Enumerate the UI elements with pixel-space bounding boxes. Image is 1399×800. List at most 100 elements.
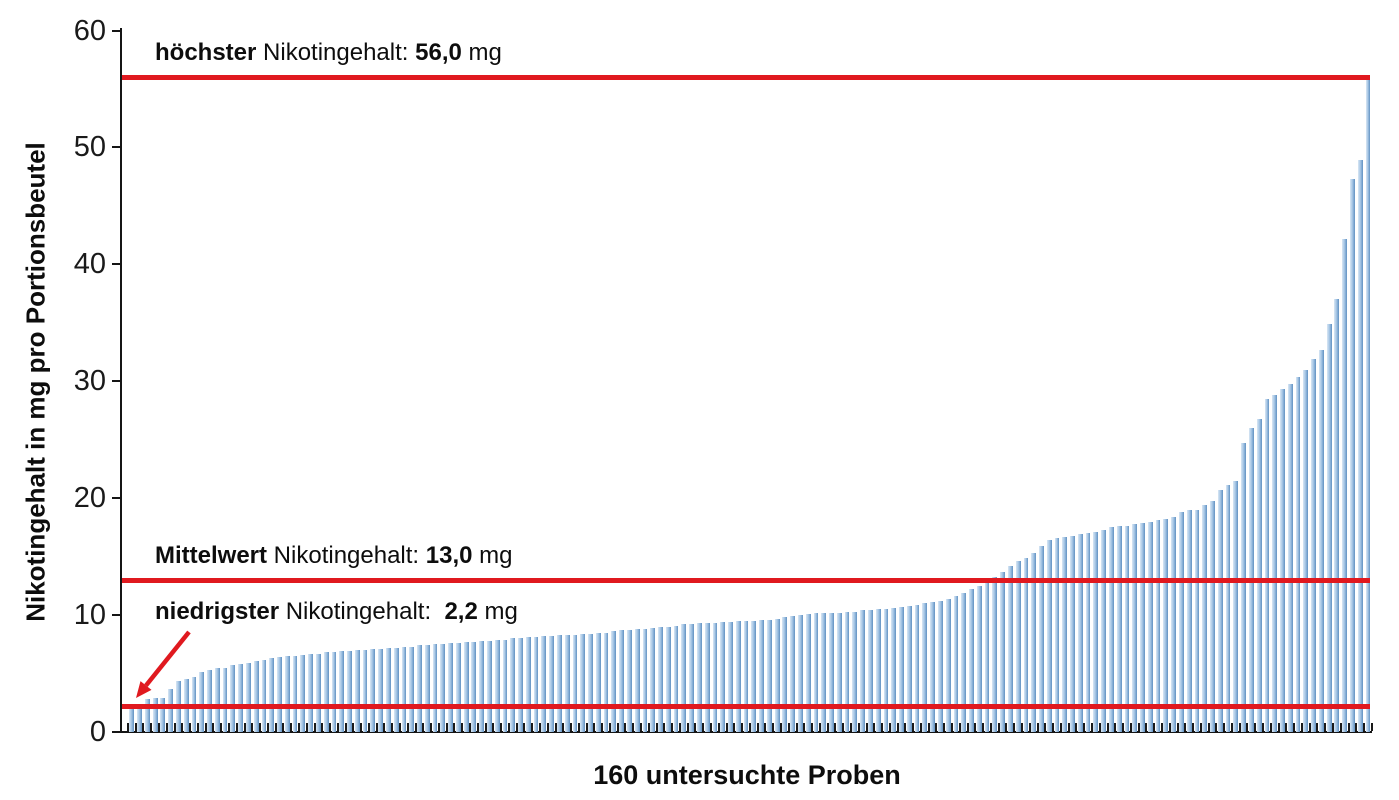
sample-bar <box>487 640 492 732</box>
sample-bar <box>432 644 438 732</box>
x-tick-mark <box>927 723 930 731</box>
sample-bar <box>953 596 959 732</box>
x-tick-mark <box>896 723 899 731</box>
x-tick-mark <box>1370 723 1373 731</box>
x-tick-mark <box>935 723 938 731</box>
x-tick-mark <box>134 723 137 731</box>
sample-bar <box>347 651 352 732</box>
sample-bar <box>759 619 764 732</box>
sample-bar <box>611 631 617 732</box>
min-annotation: niedrigster Nikotingehalt: 2,2 mg <box>155 597 518 627</box>
sample-bar <box>868 610 873 732</box>
sample-bar <box>852 611 858 732</box>
y-tick-mark <box>112 29 121 32</box>
x-tick-mark <box>484 723 487 731</box>
x-tick-mark <box>546 723 549 731</box>
x-tick-mark <box>1083 723 1086 731</box>
x-tick-mark <box>1114 723 1117 731</box>
sample-bar <box>860 610 866 732</box>
min-annotation-keyword: niedrigster <box>155 598 280 625</box>
x-tick-mark <box>779 723 782 731</box>
x-tick-mark <box>344 723 347 731</box>
x-tick-mark <box>881 723 884 731</box>
sample-bar <box>658 626 663 732</box>
sample-bar <box>1241 443 1246 732</box>
sample-bar <box>1350 178 1355 732</box>
sample-bar <box>1015 561 1021 732</box>
sample-bar <box>214 667 220 732</box>
x-tick-mark <box>663 723 666 731</box>
min-arrow-head <box>136 681 152 698</box>
sample-bar <box>1140 522 1145 732</box>
x-tick-mark <box>1160 723 1163 731</box>
sample-bar <box>494 639 500 732</box>
x-tick-mark <box>290 723 293 731</box>
sample-bar <box>922 603 928 732</box>
x-tick-mark <box>997 723 1000 731</box>
x-tick-mark <box>1122 723 1125 731</box>
x-tick-mark <box>1067 723 1070 731</box>
x-tick-mark <box>1052 723 1055 731</box>
sample-bar <box>945 598 951 732</box>
x-tick-mark <box>507 723 510 731</box>
sample-bar <box>168 688 174 732</box>
sample-bar <box>743 620 749 732</box>
x-tick-mark <box>414 723 417 731</box>
sample-bar <box>829 612 834 732</box>
sample-bar <box>836 612 842 732</box>
x-tick-mark <box>686 723 689 731</box>
x-tick-mark <box>399 723 402 731</box>
sample-bar <box>510 638 516 732</box>
x-tick-mark <box>951 723 954 731</box>
max-annotation-text: Nikotingehalt: <box>256 39 416 67</box>
sample-bar <box>448 643 453 732</box>
x-tick-mark <box>142 723 145 731</box>
sample-bar <box>339 651 345 732</box>
x-tick-mark <box>235 723 238 731</box>
x-tick-mark <box>865 723 868 731</box>
y-tick-label: 40 <box>73 248 106 281</box>
x-tick-mark <box>453 723 456 731</box>
sample-bar <box>253 660 259 732</box>
y-tick-mark <box>112 380 121 383</box>
sample-bar <box>899 606 904 732</box>
y-tick-mark <box>112 263 121 266</box>
sample-bar <box>1326 323 1332 732</box>
sample-bar <box>1171 516 1177 732</box>
sample-bar <box>160 698 166 732</box>
x-tick-mark <box>1013 723 1016 731</box>
x-tick-mark <box>492 723 495 731</box>
sample-bar <box>1233 480 1239 732</box>
x-tick-mark <box>321 723 324 731</box>
x-tick-mark <box>787 723 790 731</box>
x-tick-mark <box>1363 723 1366 731</box>
x-tick-mark <box>165 723 168 731</box>
x-tick-mark <box>989 723 992 731</box>
x-tick-mark <box>150 723 153 731</box>
sample-bar <box>720 622 726 732</box>
x-tick-mark <box>1285 723 1288 731</box>
x-tick-mark <box>803 723 806 731</box>
x-tick-mark <box>694 723 697 731</box>
x-tick-mark <box>1192 723 1195 731</box>
sample-bar <box>704 623 710 732</box>
sample-bar <box>261 659 267 732</box>
sample-bar <box>891 608 897 732</box>
x-tick-mark <box>608 723 611 731</box>
x-tick-mark <box>1044 723 1047 731</box>
x-tick-mark <box>1230 723 1233 731</box>
x-tick-mark <box>741 723 744 731</box>
x-tick-mark <box>1199 723 1202 731</box>
x-tick-mark <box>1021 723 1023 731</box>
y-tick-mark <box>112 146 121 149</box>
sample-bar <box>144 699 150 732</box>
x-tick-mark <box>227 723 230 731</box>
sample-bar <box>1116 526 1122 732</box>
x-tick-mark <box>748 723 751 731</box>
sample-bar <box>937 601 943 732</box>
sample-bar <box>1000 571 1005 732</box>
sample-bar <box>409 646 415 732</box>
sample-bar <box>292 656 298 732</box>
sample-bar <box>557 634 562 732</box>
sample-bar <box>1039 546 1044 732</box>
